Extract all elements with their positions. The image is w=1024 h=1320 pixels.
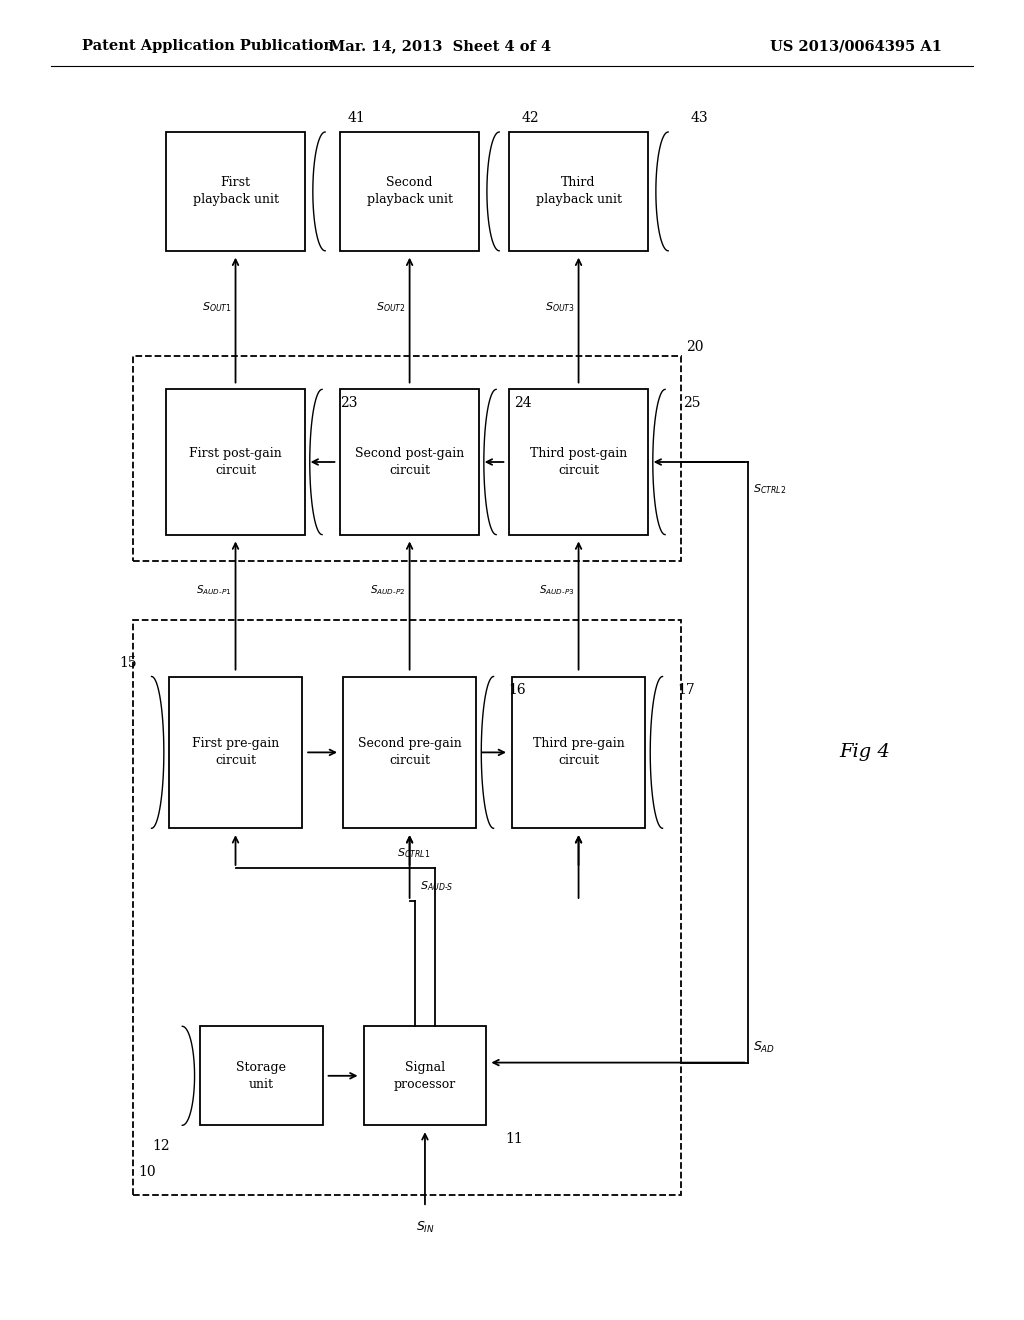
- Text: 11: 11: [505, 1133, 522, 1146]
- Text: Patent Application Publication: Patent Application Publication: [82, 40, 334, 53]
- Text: 42: 42: [522, 111, 540, 125]
- Text: Second pre-gain
circuit: Second pre-gain circuit: [357, 738, 462, 767]
- FancyBboxPatch shape: [343, 676, 476, 829]
- Text: 16: 16: [508, 684, 525, 697]
- Text: First
playback unit: First playback unit: [193, 177, 279, 206]
- Text: $S_{AD}$: $S_{AD}$: [753, 1040, 775, 1055]
- FancyBboxPatch shape: [340, 389, 479, 535]
- Text: 41: 41: [348, 111, 366, 125]
- Text: $S_{CTRL1}$: $S_{CTRL1}$: [397, 846, 430, 861]
- Text: $S_{OUT1}$: $S_{OUT1}$: [202, 300, 231, 314]
- Text: 43: 43: [690, 111, 709, 125]
- Text: Signal
processor: Signal processor: [394, 1061, 456, 1090]
- FancyBboxPatch shape: [166, 132, 305, 251]
- Text: Mar. 14, 2013  Sheet 4 of 4: Mar. 14, 2013 Sheet 4 of 4: [330, 40, 551, 53]
- Text: 23: 23: [340, 396, 358, 411]
- Text: 10: 10: [138, 1164, 156, 1179]
- Text: Storage
unit: Storage unit: [237, 1061, 286, 1090]
- Text: Third
playback unit: Third playback unit: [536, 177, 622, 206]
- Text: $S_{IN}$: $S_{IN}$: [416, 1220, 434, 1236]
- Text: Third pre-gain
circuit: Third pre-gain circuit: [532, 738, 625, 767]
- FancyBboxPatch shape: [509, 389, 647, 535]
- Text: $S_{AUD\text{-}P3}$: $S_{AUD\text{-}P3}$: [539, 583, 574, 597]
- Text: $S_{AUD\text{-}S}$: $S_{AUD\text{-}S}$: [420, 879, 454, 892]
- FancyBboxPatch shape: [340, 132, 479, 251]
- Text: First pre-gain
circuit: First pre-gain circuit: [191, 738, 280, 767]
- Text: $S_{AUD\text{-}P2}$: $S_{AUD\text{-}P2}$: [371, 583, 406, 597]
- Text: Third post-gain
circuit: Third post-gain circuit: [530, 447, 627, 477]
- Text: Fig 4: Fig 4: [840, 743, 891, 762]
- Text: Second
playback unit: Second playback unit: [367, 177, 453, 206]
- Text: 12: 12: [153, 1138, 170, 1152]
- Text: Second post-gain
circuit: Second post-gain circuit: [355, 447, 464, 477]
- Text: 20: 20: [686, 339, 703, 354]
- Text: 25: 25: [684, 396, 701, 411]
- Text: 15: 15: [120, 656, 137, 671]
- Text: US 2013/0064395 A1: US 2013/0064395 A1: [770, 40, 942, 53]
- Text: $S_{OUT3}$: $S_{OUT3}$: [545, 300, 574, 314]
- FancyBboxPatch shape: [364, 1027, 486, 1125]
- FancyBboxPatch shape: [512, 676, 645, 829]
- FancyBboxPatch shape: [200, 1027, 323, 1125]
- FancyBboxPatch shape: [169, 676, 302, 829]
- FancyBboxPatch shape: [509, 132, 647, 251]
- Text: $S_{CTRL2}$: $S_{CTRL2}$: [753, 482, 785, 495]
- FancyBboxPatch shape: [166, 389, 305, 535]
- Text: 24: 24: [515, 396, 532, 411]
- Text: First post-gain
circuit: First post-gain circuit: [189, 447, 282, 477]
- Text: 17: 17: [677, 684, 694, 697]
- Text: $S_{AUD\text{-}P1}$: $S_{AUD\text{-}P1}$: [196, 583, 231, 597]
- Text: $S_{OUT2}$: $S_{OUT2}$: [376, 300, 406, 314]
